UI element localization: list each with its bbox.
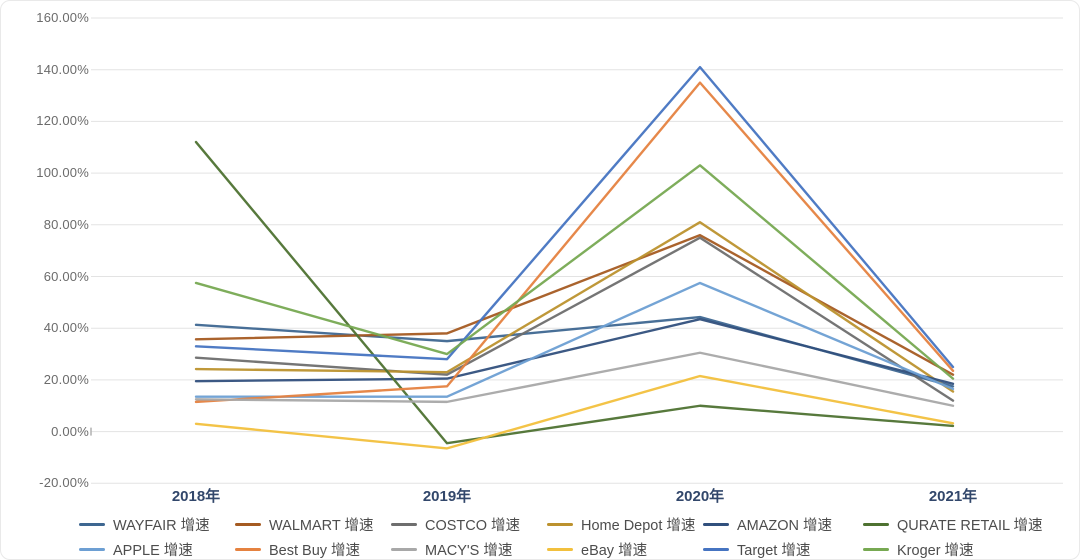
y-axis-tick-label: -20.00% — [39, 475, 89, 491]
series-line — [194, 317, 955, 385]
legend-label: AMAZON 增速 — [737, 518, 833, 534]
legend-item-home-depot: Home Depot 增速 — [547, 514, 703, 535]
legend-item-wayfair: WAYFAIR 增速 — [79, 514, 235, 535]
legend-label: eBay 增速 — [581, 543, 648, 559]
legend-item-costco: COSTCO 增速 — [391, 514, 547, 535]
series-line — [194, 281, 955, 398]
legend-item-qurate-retail: QURATE RETAIL 增速 — [863, 514, 1043, 535]
legend-item-ebay: eBay 增速 — [547, 539, 703, 559]
chart-legend: WAYFAIR 增速 WALMART 增速 COSTCO 增速 Home Dep… — [79, 513, 1043, 559]
legend-item-best-buy: Best Buy 增速 — [235, 539, 391, 559]
y-axis-tick-label: 20.00% — [43, 371, 89, 387]
y-axis-tick-label: 120.00% — [36, 113, 89, 129]
legend-label: WALMART 增速 — [269, 518, 374, 534]
y-axis-tick-label: 60.00% — [43, 268, 89, 284]
legend-label: Home Depot 增速 — [581, 518, 696, 534]
y-axis-tick-label: 40.00% — [43, 320, 89, 336]
x-axis-label-2018: 2018年 — [171, 488, 221, 505]
legend-swatch-icon — [863, 522, 889, 527]
legend-swatch-icon — [391, 547, 417, 552]
series-line — [194, 164, 955, 380]
legend-item-apple: APPLE 增速 — [79, 539, 235, 559]
y-axis-tick-label: 100.00% — [36, 165, 89, 181]
series-line — [194, 221, 955, 393]
series-lines — [194, 65, 955, 450]
y-axis-tick-label: 80.00% — [43, 216, 89, 232]
legend-swatch-icon — [547, 547, 573, 552]
legend-label: COSTCO 增速 — [425, 518, 521, 534]
legend-label: Kroger 增速 — [897, 543, 974, 559]
legend-swatch-icon — [235, 547, 261, 552]
x-axis-label-2021: 2021年 — [928, 488, 978, 505]
legend-swatch-icon — [391, 522, 417, 527]
series-line — [194, 351, 955, 407]
legend-item-amazon: AMAZON 增速 — [703, 514, 863, 535]
legend-label: APPLE 增速 — [113, 543, 193, 559]
legend-item-walmart: WALMART 增速 — [235, 514, 391, 535]
legend-swatch-icon — [235, 522, 261, 527]
y-axis-tick-label: 0.00% — [51, 423, 89, 439]
legend-label: QURATE RETAIL 增速 — [897, 518, 1043, 534]
legend-swatch-icon — [79, 547, 105, 552]
legend-item-kroger: Kroger 增速 — [863, 539, 1043, 559]
series-line — [194, 81, 955, 404]
legend-swatch-icon — [703, 522, 729, 527]
y-axis-tick-label: 160.00% — [36, 10, 89, 25]
legend-label: MACY'S 增速 — [425, 543, 513, 559]
x-axis-label-2019: 2019年 — [422, 488, 472, 505]
gridlines — [91, 17, 1063, 484]
legend-swatch-icon — [547, 522, 573, 527]
x-axis-label-2020: 2020年 — [675, 488, 725, 505]
legend-swatch-icon — [79, 522, 105, 527]
series-line — [194, 374, 955, 450]
series-line — [194, 233, 955, 376]
legend-label: Target 增速 — [737, 543, 811, 559]
legend-swatch-icon — [703, 547, 729, 552]
legend-item-target: Target 增速 — [703, 539, 863, 559]
series-line — [194, 236, 955, 402]
legend-label: Best Buy 增速 — [269, 543, 361, 559]
series-line — [194, 140, 955, 445]
legend-label: WAYFAIR 增速 — [113, 518, 210, 534]
series-line — [194, 65, 955, 369]
legend-item-macys: MACY'S 增速 — [391, 539, 547, 559]
y-axis-tick-label: 140.00% — [36, 61, 89, 77]
legend-swatch-icon — [863, 547, 889, 552]
